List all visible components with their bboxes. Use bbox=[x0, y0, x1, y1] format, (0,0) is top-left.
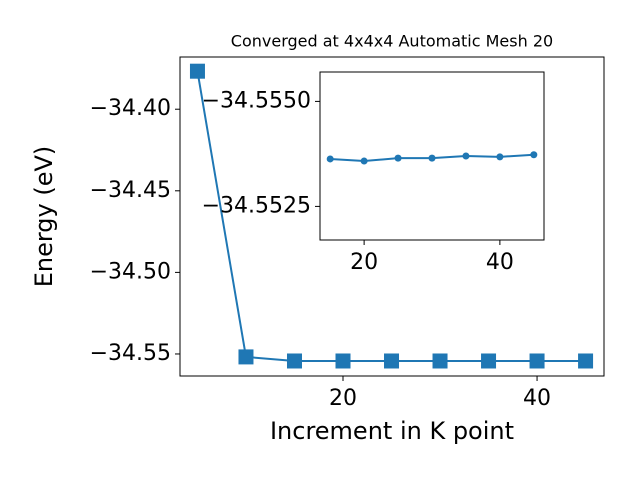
marker bbox=[394, 154, 402, 162]
marker bbox=[432, 353, 448, 369]
marker bbox=[530, 151, 538, 159]
x-axis-label: Increment in K point bbox=[270, 417, 514, 445]
marker bbox=[529, 353, 545, 369]
y-tick-label: −34.5525 bbox=[202, 193, 311, 218]
y-tick-label: −34.50 bbox=[90, 259, 171, 284]
x-tick-label: 40 bbox=[523, 386, 551, 411]
marker bbox=[578, 353, 594, 369]
y-tick-label: −34.55 bbox=[90, 341, 171, 366]
marker bbox=[238, 349, 254, 365]
marker bbox=[286, 353, 302, 369]
x-tick-label: 20 bbox=[329, 386, 357, 411]
marker bbox=[384, 353, 400, 369]
marker bbox=[428, 154, 436, 162]
marker bbox=[189, 63, 205, 79]
x-tick-label: 40 bbox=[486, 250, 514, 275]
marker bbox=[481, 353, 497, 369]
x-tick-label: 20 bbox=[350, 250, 378, 275]
marker bbox=[360, 157, 368, 165]
marker bbox=[335, 353, 351, 369]
y-tick-label: −34.5550 bbox=[202, 88, 311, 113]
marker bbox=[462, 152, 470, 160]
marker bbox=[326, 155, 334, 163]
y-tick-label: −34.45 bbox=[90, 178, 171, 203]
chart-title: Converged at 4x4x4 Automatic Mesh 20 bbox=[231, 32, 553, 51]
marker bbox=[496, 153, 504, 161]
axes-frame bbox=[319, 71, 545, 241]
y-tick-label: −34.40 bbox=[90, 96, 171, 121]
y-axis-label: Energy (eV) bbox=[30, 146, 58, 288]
axes-frame bbox=[179, 56, 605, 377]
